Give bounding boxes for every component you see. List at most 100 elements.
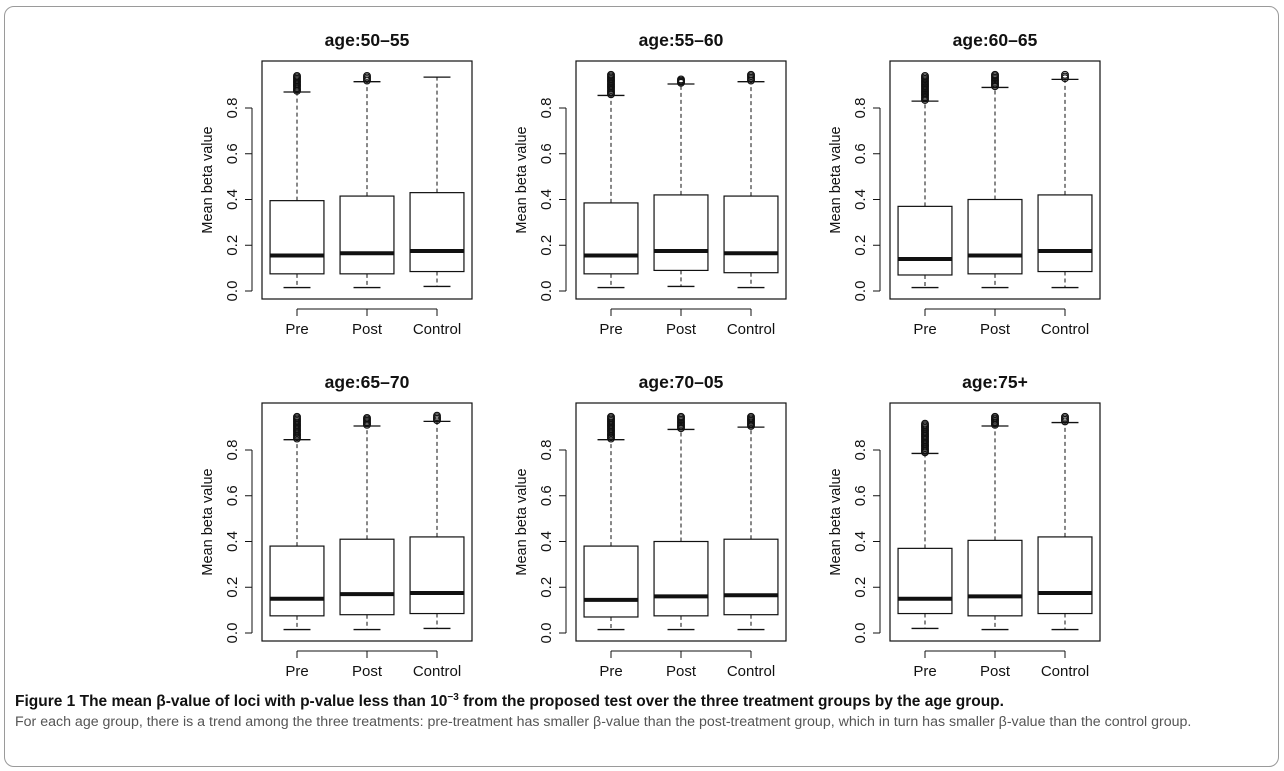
outlier-point (747, 70, 755, 79)
outlier-point (1061, 70, 1069, 79)
x-tick-label: Post (666, 663, 697, 680)
iqr-box (967, 539, 1023, 617)
iqr-box (723, 195, 779, 274)
y-tick-label: 0.8 (852, 440, 869, 461)
y-tick-label: 0.4 (224, 189, 241, 210)
y-tick-label: 0.6 (224, 485, 241, 506)
outlier-point (1061, 412, 1069, 421)
y-tick-label: 0.0 (538, 281, 555, 302)
y-tick-label: 0.6 (538, 485, 555, 506)
y-tick-label: 0.2 (224, 577, 241, 598)
y-tick-label: 0.4 (852, 531, 869, 552)
x-tick-label: Post (666, 321, 697, 338)
y-axis-label: Mean beta value (828, 126, 844, 233)
y-tick-label: 0.8 (538, 440, 555, 461)
box-post (339, 414, 395, 631)
y-tick-label: 0.8 (224, 98, 241, 119)
outlier-point (677, 75, 685, 84)
iqr-box (1037, 536, 1093, 615)
y-axis-label: Mean beta value (200, 126, 216, 233)
y-tick-label: 0.6 (852, 485, 869, 506)
box-pre (897, 72, 953, 289)
iqr-box (269, 200, 325, 275)
x-tick-label: Control (727, 663, 775, 680)
x-tick-label: Post (352, 321, 383, 338)
y-tick-label: 0.4 (538, 189, 555, 210)
box-pre (583, 70, 639, 289)
caption-bold-text-end: from the proposed test over the three tr… (458, 693, 1004, 711)
outlier-point (991, 412, 999, 421)
outlier-point (293, 412, 301, 421)
y-tick-label: 0.4 (852, 189, 869, 210)
chart-title: age:55–60 (639, 30, 724, 50)
chart-panel: age:75+ Mean beta value 0.0 0.2 0.4 0.6 0.8 Pre… (828, 372, 1101, 680)
box-control (723, 70, 779, 289)
chart-panel: age:65–70 Mean beta value 0.0 0.2 0.4 0.6 0.8 P… (200, 372, 473, 680)
box-pre (269, 412, 325, 631)
iqr-box (653, 540, 709, 617)
outlier-point (293, 72, 301, 80)
box-control (409, 76, 465, 288)
boxplot-grid: age:50–55 Mean beta value 0.0 0.2 0.4 0.6 0.8 P… (200, 30, 1101, 680)
plot-frame (575, 60, 787, 300)
caption-label: Figure 1 (15, 693, 76, 711)
box-post (339, 72, 395, 289)
y-tick-label: 0.0 (852, 623, 869, 644)
plot-frame (889, 60, 1101, 300)
y-tick-label: 0.0 (852, 281, 869, 302)
x-tick-label: Pre (285, 321, 308, 338)
iqr-box (653, 194, 709, 272)
y-tick-label: 0.4 (224, 531, 241, 552)
y-tick-label: 0.2 (852, 235, 869, 256)
y-axis-label: Mean beta value (200, 468, 216, 575)
outlier-point (991, 70, 999, 79)
outlier-point (677, 412, 685, 421)
plot-frame (889, 402, 1101, 642)
y-tick-label: 0.6 (852, 143, 869, 164)
outlier-point (607, 412, 615, 421)
chart-panel: age:60–65 Mean beta value 0.0 0.2 0.4 0.6 0.8 P… (828, 30, 1101, 338)
caption-body: For each age group, there is a trend amo… (15, 714, 1192, 731)
y-tick-label: 0.2 (224, 235, 241, 256)
outlier-point (921, 72, 929, 80)
outlier-point (747, 412, 755, 421)
chart-title: age:65–70 (325, 372, 410, 392)
chart-title: age:75+ (962, 372, 1028, 392)
outlier-point (433, 411, 441, 420)
y-axis-label: Mean beta value (828, 468, 844, 575)
x-tick-label: Control (1041, 321, 1089, 338)
x-tick-label: Post (352, 663, 383, 680)
outlier-point (607, 70, 615, 79)
plot-frame (261, 60, 473, 300)
iqr-box (583, 202, 639, 275)
x-tick-label: Pre (913, 321, 936, 338)
box-control (1037, 412, 1093, 631)
y-tick-label: 0.4 (538, 531, 555, 552)
caption-bold-text: The mean β-value of loci with p-value le… (79, 693, 448, 711)
iqr-box (409, 192, 465, 273)
chart-panel: age:50–55 Mean beta value 0.0 0.2 0.4 0.6 0.8 P… (200, 30, 473, 338)
y-tick-label: 0.0 (538, 623, 555, 644)
iqr-box (897, 205, 953, 276)
x-tick-label: Pre (913, 663, 936, 680)
y-tick-label: 0.2 (538, 235, 555, 256)
y-tick-label: 0.6 (538, 143, 555, 164)
box-post (653, 412, 709, 631)
box-pre (269, 72, 325, 289)
chart-panel: age:55–60 Mean beta value 0.0 0.2 0.4 0.6 0.8 P… (514, 30, 787, 338)
x-tick-label: Control (1041, 663, 1089, 680)
y-axis-label: Mean beta value (514, 468, 530, 575)
iqr-box (409, 536, 465, 615)
box-pre (897, 419, 953, 630)
outlier-point (921, 419, 929, 428)
y-tick-label: 0.2 (538, 577, 555, 598)
x-tick-label: Control (413, 321, 461, 338)
x-tick-label: Post (980, 321, 1011, 338)
y-tick-label: 0.6 (224, 143, 241, 164)
caption-heading: Figure 1 The mean β-value of loci with p… (15, 688, 1275, 712)
box-control (409, 411, 465, 630)
x-tick-label: Pre (599, 663, 622, 680)
x-tick-label: Post (980, 663, 1011, 680)
iqr-box (583, 545, 639, 618)
plot-frame (261, 402, 473, 642)
